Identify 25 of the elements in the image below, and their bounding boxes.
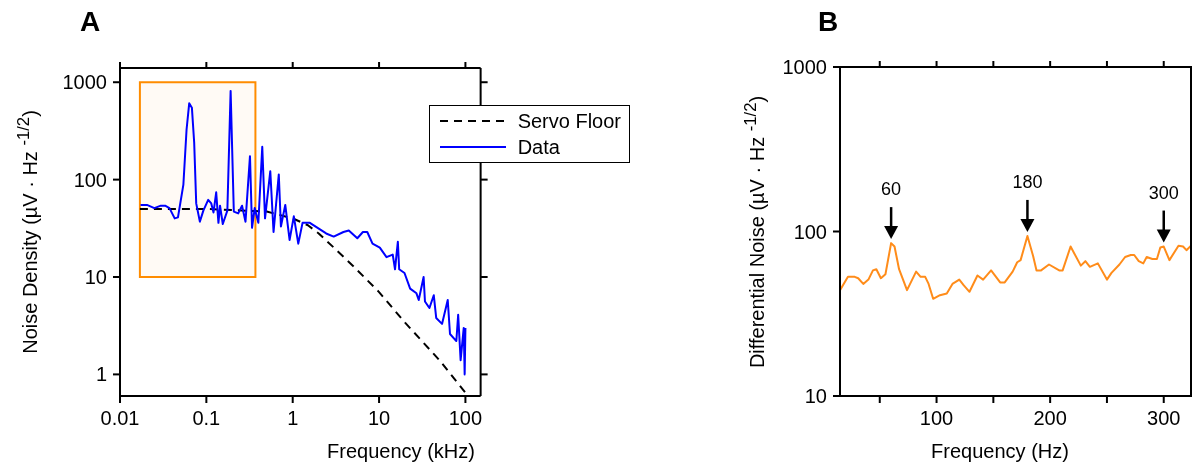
x-axis-title: Frequency (kHz) (327, 440, 475, 463)
y-tick-label: 1000 (782, 56, 827, 79)
y-tick-label: 10 (84, 266, 107, 289)
y-tick-label: 1 (95, 363, 107, 386)
x-tick-label: 100 (448, 407, 483, 430)
line-series (840, 234, 1191, 300)
x-tick-label: 0.01 (100, 407, 140, 430)
legend-label: Data (517, 135, 560, 160)
x-tick-label: 0.1 (192, 407, 221, 430)
legend-label: Servo Floor (517, 109, 621, 134)
x-tick-label: 1 (287, 407, 299, 430)
chart-title: A (80, 6, 101, 38)
x-tick-label: 200 (1033, 407, 1067, 430)
x-tick-label: 10 (367, 407, 391, 430)
x-tick-label: 100 (919, 407, 954, 430)
annotation: 300 (1148, 182, 1179, 203)
y-tick-label: 10 (804, 385, 827, 408)
y-tick-label: 100 (793, 220, 827, 243)
annotation: 180 (1012, 171, 1043, 192)
annotation: 60 (881, 179, 902, 200)
y-tick-label: 100 (73, 168, 107, 191)
x-axis-title: Frequency (Hz) (931, 440, 1069, 463)
x-tick-label: 300 (1147, 407, 1181, 430)
chart-title: B (818, 6, 839, 38)
y-tick-label: 1000 (62, 71, 107, 94)
